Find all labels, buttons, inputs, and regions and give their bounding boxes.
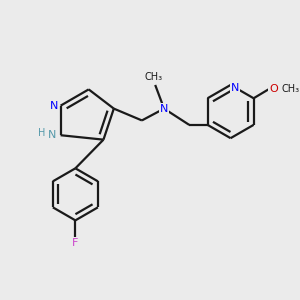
Text: N: N [50,101,58,111]
Text: N: N [160,103,168,114]
Text: CH₃: CH₃ [145,72,163,82]
Text: F: F [72,238,79,248]
Text: N: N [48,130,56,140]
Text: O: O [269,84,278,94]
Text: CH₃: CH₃ [281,84,300,94]
Text: H: H [38,128,46,138]
Text: N: N [231,83,239,93]
